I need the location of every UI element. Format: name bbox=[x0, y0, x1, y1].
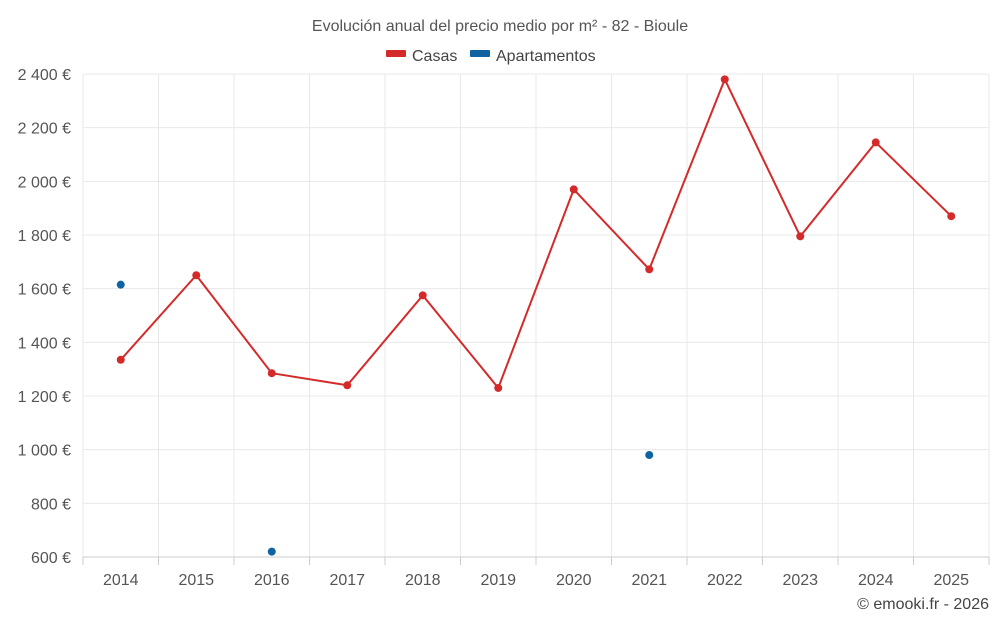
y-axis: 600 € 800 € 1 000 € 1 200 € 1 400 € 1 600 € 1 … bbox=[18, 67, 71, 567]
point-apartamentos-2016[interactable] bbox=[267, 547, 276, 556]
point-apartamentos-2014[interactable] bbox=[116, 280, 125, 289]
y-tick-label: 1 000 € bbox=[18, 443, 71, 460]
series-layer bbox=[116, 75, 956, 556]
y-tick-label: 2 400 € bbox=[18, 67, 71, 84]
y-tick-label: 800 € bbox=[31, 496, 71, 513]
series-apartamentos bbox=[116, 280, 654, 556]
x-tick-label-2014: 2014 bbox=[103, 572, 139, 589]
x-tick-label-2015: 2015 bbox=[178, 572, 214, 589]
x-tick-label-2024: 2024 bbox=[858, 572, 894, 589]
point-casas-2024[interactable] bbox=[871, 138, 880, 147]
legend-label-apartamentos: Apartamentos bbox=[496, 48, 596, 65]
x-tick-label-2022: 2022 bbox=[707, 572, 743, 589]
point-casas-2020[interactable] bbox=[569, 185, 578, 194]
x-tick-label-2017: 2017 bbox=[329, 572, 365, 589]
point-casas-2018[interactable] bbox=[418, 291, 427, 300]
x-axis: 2014 2015 2016 2017 2018 2019 2020 2021 2022 2023… bbox=[82, 556, 990, 589]
series-casas bbox=[116, 75, 956, 392]
chart-title: Evolución anual del precio medio por m² … bbox=[312, 18, 688, 35]
y-tick-label: 1 800 € bbox=[18, 228, 71, 245]
point-casas-2014[interactable] bbox=[116, 355, 125, 364]
point-casas-2016[interactable] bbox=[267, 369, 276, 378]
x-tick-label-2020: 2020 bbox=[556, 572, 592, 589]
series-line-casas bbox=[119, 78, 953, 389]
legend-label-casas: Casas bbox=[412, 48, 457, 65]
credit: © emooki.fr - 2026 bbox=[857, 596, 989, 613]
x-tick-label-2019: 2019 bbox=[480, 572, 516, 589]
point-casas-2025[interactable] bbox=[947, 212, 956, 221]
legend-swatch-casas bbox=[386, 50, 406, 57]
legend-item-casas[interactable]: Casas bbox=[386, 48, 457, 65]
x-tick-label-2025: 2025 bbox=[933, 572, 969, 589]
point-casas-2023[interactable] bbox=[796, 232, 805, 241]
point-casas-2021[interactable] bbox=[645, 265, 654, 274]
x-tick-label-2023: 2023 bbox=[782, 572, 818, 589]
legend-swatch-apartamentos bbox=[470, 50, 490, 57]
point-casas-2017[interactable] bbox=[343, 381, 352, 390]
y-tick-label: 1 200 € bbox=[18, 389, 71, 406]
y-tick-label: 2 200 € bbox=[18, 121, 71, 138]
point-casas-2019[interactable] bbox=[494, 383, 503, 392]
x-tick-label-2021: 2021 bbox=[631, 572, 667, 589]
legend: Casas Apartamentos bbox=[386, 48, 596, 65]
y-tick-label: 600 € bbox=[31, 550, 71, 567]
point-casas-2022[interactable] bbox=[720, 75, 729, 84]
y-tick-label: 1 600 € bbox=[18, 282, 71, 299]
grid bbox=[82, 73, 990, 557]
y-tick-label: 2 000 € bbox=[18, 174, 71, 191]
legend-item-apartamentos[interactable]: Apartamentos bbox=[470, 48, 596, 65]
point-apartamentos-2021[interactable] bbox=[645, 451, 654, 460]
y-tick-label: 1 400 € bbox=[18, 335, 71, 352]
x-tick-label-2016: 2016 bbox=[254, 572, 290, 589]
x-tick-label-2018: 2018 bbox=[405, 572, 441, 589]
point-casas-2015[interactable] bbox=[192, 271, 201, 280]
